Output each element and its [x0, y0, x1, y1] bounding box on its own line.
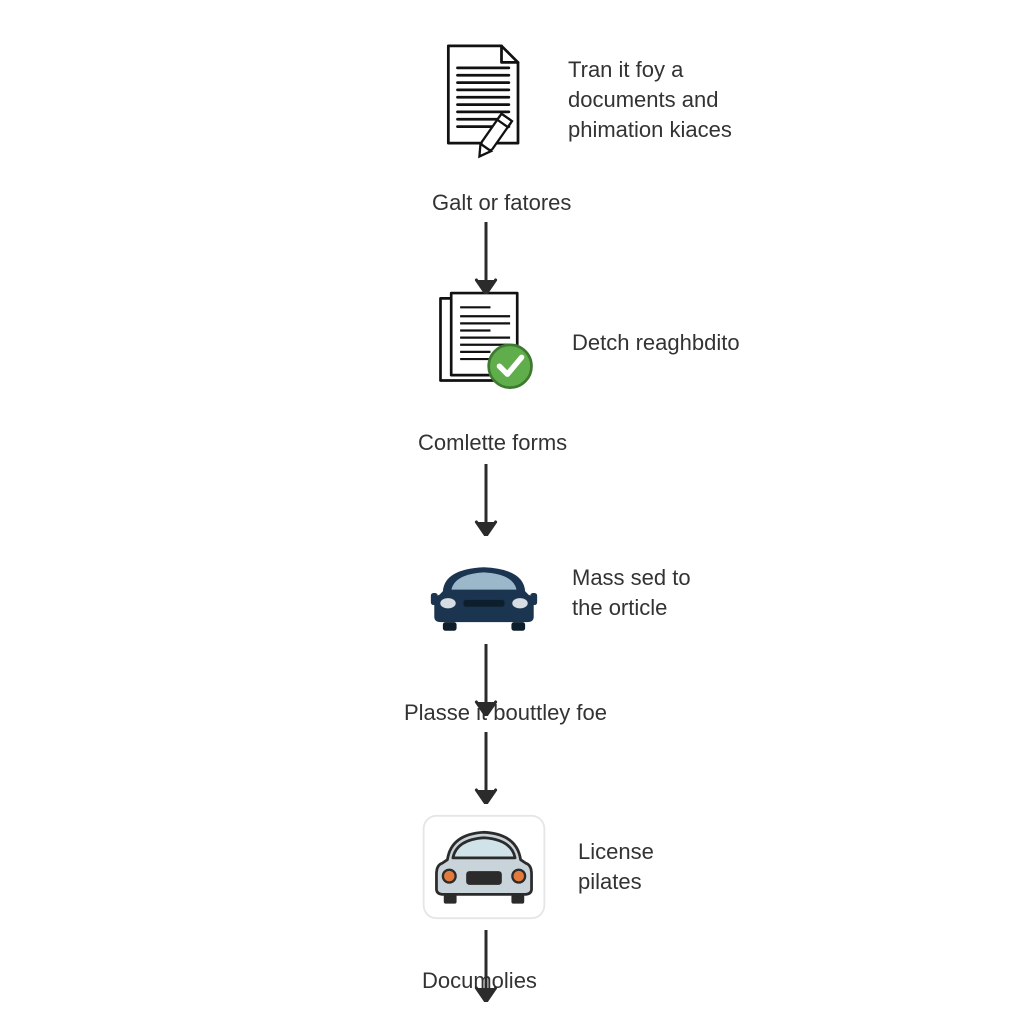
step1-row: Tran it foy a documents and phimation ki… [430, 40, 732, 160]
step2-row: Detch reaghbdito [428, 288, 740, 398]
step3-caption: Plasse it bouttley foe [404, 700, 607, 726]
step1-caption: Galt or fatores [432, 190, 571, 216]
document-check-icon [428, 288, 544, 398]
step3-side-text: Mass sed to the orticle [572, 563, 691, 622]
flowchart-canvas: Tran it foy a documents and phimation ki… [0, 0, 1024, 1024]
arrow-1 [474, 222, 498, 299]
step1-side-text: Tran it foy a documents and phimation ki… [568, 55, 732, 144]
step4-side-text: License pilates [578, 837, 654, 896]
arrow-4 [474, 732, 498, 809]
step4-row: License pilates [420, 812, 654, 922]
arrow-2 [474, 464, 498, 541]
arrow-3 [474, 644, 498, 721]
arrow-5 [474, 930, 498, 1007]
car-rear-light-icon [420, 812, 548, 922]
car-front-dark-icon [424, 548, 544, 638]
document-pen-icon [430, 40, 540, 160]
step2-side-text: Detch reaghbdito [572, 328, 740, 358]
step2-caption: Comlette forms [418, 430, 567, 456]
step3-row: Mass sed to the orticle [424, 548, 691, 638]
